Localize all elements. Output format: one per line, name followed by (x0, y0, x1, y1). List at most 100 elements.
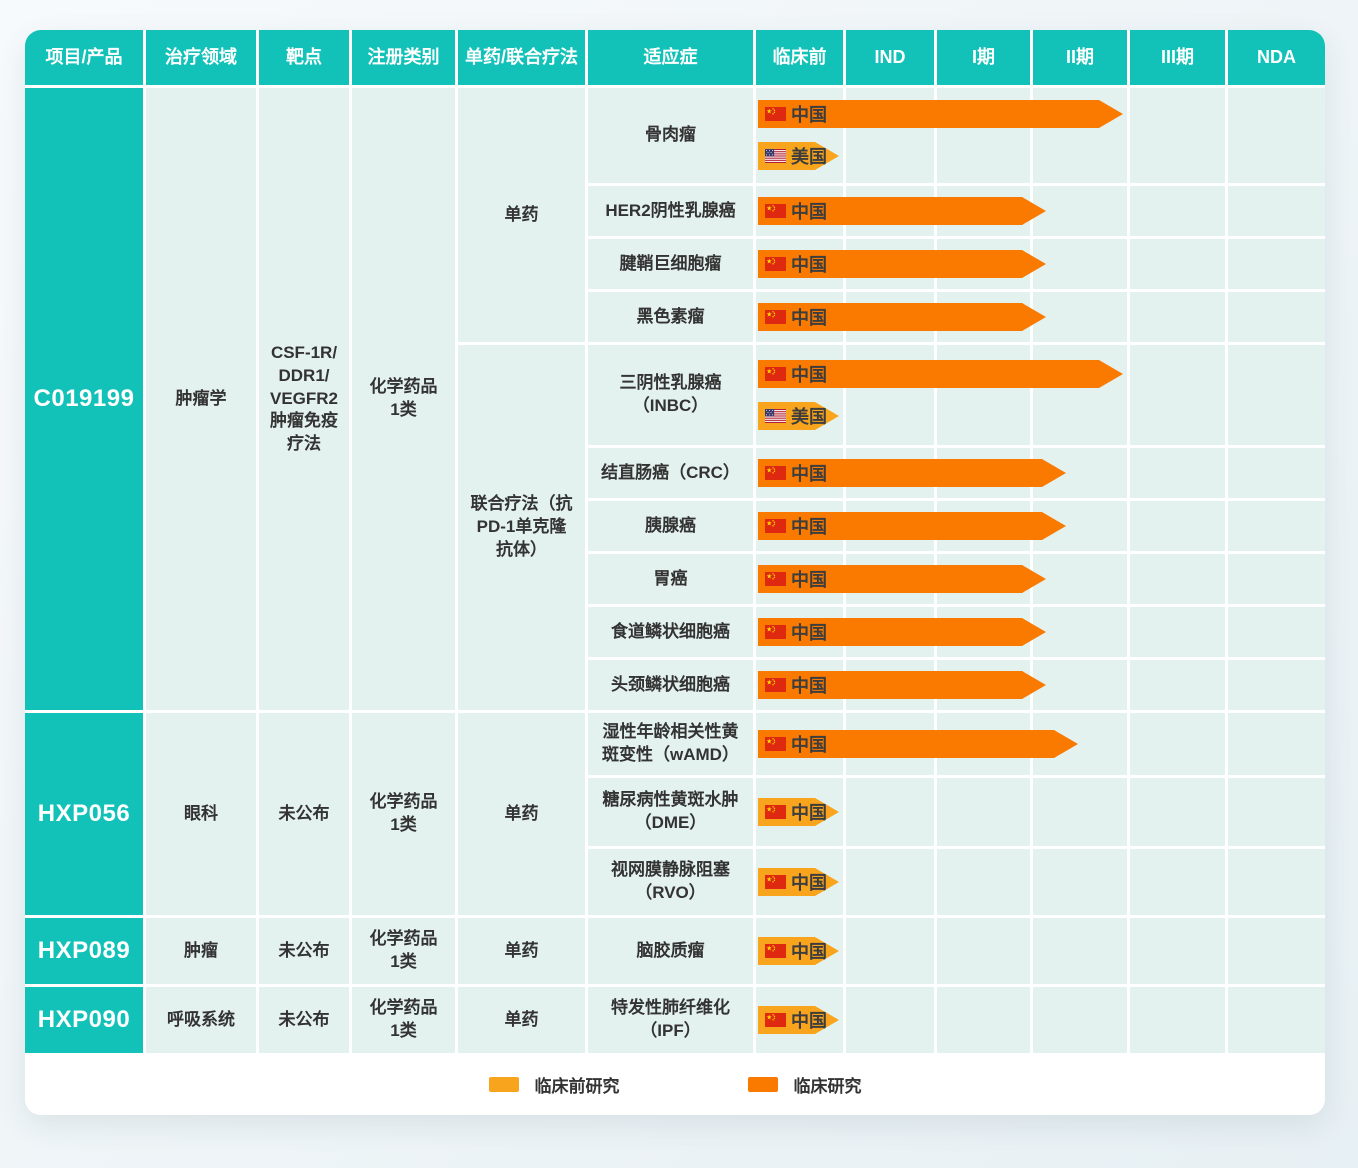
indication-cell: 结直肠癌（CRC） (588, 448, 753, 498)
china-flag-icon (765, 805, 786, 819)
column-header-nda: NDA (1228, 30, 1325, 85)
product-name-hxp090: HXP090 (25, 987, 143, 1053)
china-flag-icon (765, 678, 786, 692)
legend-label-preclinical: 临床前研究 (534, 1076, 620, 1096)
arrow-region-label: 中国 (791, 517, 827, 537)
therapy-cell-mono: 单药 (458, 88, 585, 342)
legend-item-clinical: 临床研究 (747, 1072, 862, 1097)
column-header-phase3: III期 (1130, 30, 1225, 85)
china-flag-icon (765, 875, 786, 889)
arrow-region-label: 中国 (791, 255, 827, 275)
legend-item-preclinical: 临床前研究 (488, 1072, 620, 1097)
area-cell: 眼科 (146, 713, 256, 915)
stage-lane (756, 849, 1325, 915)
stage-arrow-clinical: 中国 (758, 100, 1123, 128)
column-header-phase2: II期 (1033, 30, 1127, 85)
column-header-indication: 适应症 (588, 30, 753, 85)
indication-cell: 食道鳞状细胞癌 (588, 607, 753, 657)
stage-arrow-clinical: 中国 (758, 565, 1046, 593)
therapy-cell-mono: 单药 (458, 918, 585, 984)
indication-cell: 脑胶质瘤 (588, 918, 753, 984)
target-cell: 未公布 (259, 713, 349, 915)
indication-cell: 视网膜静脉阻塞 （RVO） (588, 849, 753, 915)
stage-arrow-clinical: 中国 (758, 730, 1078, 758)
indication-cell: 黑色素瘤 (588, 292, 753, 342)
product-name-hxp056: HXP056 (25, 713, 143, 915)
stage-lane (756, 778, 1325, 846)
stage-arrow-clinical: 中国 (758, 360, 1123, 388)
pipeline-card: 项目/产品 治疗领域 靶点 注册类别 单药/联合疗法 适应症 临床前 IND I… (25, 30, 1325, 1115)
usa-flag-icon (765, 149, 786, 163)
arrow-region-label: 中国 (791, 365, 827, 385)
stage-arrow-clinical: 中国 (758, 671, 1046, 699)
china-flag-icon (765, 572, 786, 586)
therapy-cell-mono: 单药 (458, 987, 585, 1053)
arrow-region-label: 中国 (791, 942, 827, 962)
arrow-region-label: 中国 (791, 105, 827, 125)
stage-lane (756, 918, 1325, 984)
area-cell: 肿瘤 (146, 918, 256, 984)
arrow-region-label: 中国 (791, 570, 827, 590)
arrow-region-label: 中国 (791, 1011, 827, 1031)
stage-arrow-clinical: 中国 (758, 197, 1046, 225)
china-flag-icon (765, 204, 786, 218)
target-cell: CSF-1R/ DDR1/ VEGFR2 肿瘤免疫 疗法 (259, 88, 349, 710)
column-header-ind: IND (846, 30, 934, 85)
legend-swatch-preclinical (488, 1076, 519, 1092)
china-flag-icon (765, 1013, 786, 1027)
indication-cell: 腱鞘巨细胞瘤 (588, 239, 753, 289)
legend: 临床前研究 临床研究 (25, 1053, 1325, 1115)
arrow-region-label: 中国 (791, 308, 827, 328)
column-header-product: 项目/产品 (25, 30, 143, 85)
arrow-region-label: 中国 (791, 735, 827, 755)
stage-arrow-clinical: 中国 (758, 618, 1046, 646)
indication-cell: 特发性肺纤维化 （IPF） (588, 987, 753, 1053)
indication-cell: 胃癌 (588, 554, 753, 604)
legend-swatch-clinical (747, 1076, 778, 1092)
therapy-cell-combo: 联合疗法（抗 PD-1单克隆 抗体） (458, 345, 585, 710)
indication-cell: 糖尿病性黄斑水肿 （DME） (588, 778, 753, 846)
product-name-hxp089: HXP089 (25, 918, 143, 984)
stage-arrow-clinical: 中国 (758, 303, 1046, 331)
china-flag-icon (765, 257, 786, 271)
indication-cell: 胰腺癌 (588, 501, 753, 551)
arrow-region-label: 中国 (791, 676, 827, 696)
arrow-region-label: 中国 (791, 464, 827, 484)
indication-cell: 三阴性乳腺癌 （INBC） (588, 345, 753, 445)
area-cell: 呼吸系统 (146, 987, 256, 1053)
china-flag-icon (765, 310, 786, 324)
column-header-target: 靶点 (259, 30, 349, 85)
target-cell: 未公布 (259, 987, 349, 1053)
stage-arrow-clinical: 中国 (758, 459, 1066, 487)
china-flag-icon (765, 944, 786, 958)
china-flag-icon (765, 519, 786, 533)
china-flag-icon (765, 367, 786, 381)
usa-flag-icon (765, 409, 786, 423)
arrow-region-label: 中国 (791, 803, 827, 823)
target-cell: 未公布 (259, 918, 349, 984)
product-name-c019199: C019199 (25, 88, 143, 710)
china-flag-icon (765, 625, 786, 639)
legend-label-clinical: 临床研究 (793, 1076, 862, 1096)
column-header-therapy: 单药/联合疗法 (458, 30, 585, 85)
area-cell: 肿瘤学 (146, 88, 256, 710)
registration-cell: 化学药品 1类 (352, 987, 455, 1053)
indication-cell: 头颈鳞状细胞癌 (588, 660, 753, 710)
column-header-preclinical: 临床前 (756, 30, 843, 85)
column-header-phase1: I期 (937, 30, 1030, 85)
arrow-region-label: 美国 (791, 147, 827, 167)
indication-cell: HER2阴性乳腺癌 (588, 186, 753, 236)
china-flag-icon (765, 466, 786, 480)
arrow-region-label: 中国 (791, 873, 827, 893)
arrow-region-label: 中国 (791, 202, 827, 222)
column-header-area: 治疗领域 (146, 30, 256, 85)
indication-cell: 骨肉瘤 (588, 88, 753, 183)
registration-cell: 化学药品 1类 (352, 88, 455, 710)
arrow-region-label: 中国 (791, 623, 827, 643)
stage-arrow-clinical: 中国 (758, 512, 1066, 540)
stage-arrow-clinical: 中国 (758, 250, 1046, 278)
stage-lane (756, 987, 1325, 1053)
column-header-registration: 注册类别 (352, 30, 455, 85)
registration-cell: 化学药品 1类 (352, 918, 455, 984)
registration-cell: 化学药品 1类 (352, 713, 455, 915)
